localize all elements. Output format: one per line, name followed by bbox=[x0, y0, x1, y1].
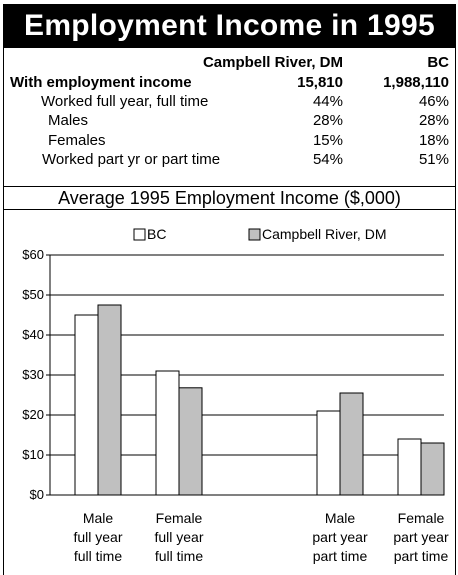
bc-value: 18% bbox=[418, 132, 449, 149]
row-label: With employment income bbox=[10, 74, 192, 91]
header-bc: BC bbox=[427, 54, 449, 71]
x-category-label: part time bbox=[394, 548, 449, 564]
row-label: Males bbox=[48, 112, 89, 129]
legend-swatch bbox=[133, 228, 146, 241]
campbell-river-value: 44% bbox=[312, 93, 343, 110]
x-category-label: Female bbox=[398, 510, 445, 526]
row-label: Worked full year, full time bbox=[41, 93, 209, 110]
legend-swatch bbox=[248, 228, 261, 241]
campbell-river-value: 15% bbox=[312, 132, 343, 149]
x-category-label: Male bbox=[83, 510, 114, 526]
legend-label: Campbell River, DM bbox=[262, 226, 386, 242]
header-campbell-river: Campbell River, DM bbox=[202, 54, 343, 71]
row-label: Worked part yr or part time bbox=[42, 151, 221, 168]
bar-campbell-river bbox=[97, 304, 122, 496]
bar-campbell-river bbox=[339, 392, 364, 496]
bar-campbell-river bbox=[420, 442, 445, 496]
x-category-label: Male bbox=[325, 510, 356, 526]
x-category-label: Female bbox=[156, 510, 203, 526]
x-category-label: full time bbox=[155, 548, 203, 564]
y-tick-label: $10 bbox=[22, 447, 44, 462]
bar-bc bbox=[397, 438, 422, 496]
campbell-river-value: 15,810 bbox=[297, 74, 343, 91]
bar-bc bbox=[74, 314, 99, 496]
x-category-label: part time bbox=[313, 548, 368, 564]
y-tick-label: $60 bbox=[22, 247, 44, 262]
campbell-river-value: 54% bbox=[312, 151, 343, 168]
table-row: Males 28% 28% bbox=[4, 112, 455, 134]
y-tick-label: $30 bbox=[22, 367, 44, 382]
campbell-river-value: 28% bbox=[312, 112, 343, 129]
x-category-label: full year bbox=[154, 529, 203, 545]
chart-subtitle: Average 1995 Employment Income ($,000) bbox=[3, 186, 456, 210]
y-tick-label: $50 bbox=[22, 287, 44, 302]
page-title: Employment Income in 1995 bbox=[3, 4, 456, 48]
y-tick-label: $0 bbox=[30, 487, 44, 502]
income-chart: $0 $10 $20 $30 $40 $50 $60 Male full year full ti… bbox=[3, 210, 456, 575]
bc-value: 1,988,110 bbox=[383, 74, 449, 91]
x-category-label: full time bbox=[74, 548, 122, 564]
income-table: Campbell River, DM BC With employment in… bbox=[3, 48, 456, 186]
x-category-label: part year bbox=[312, 529, 368, 545]
table-header-row: Campbell River, DM BC bbox=[4, 54, 455, 76]
table-row: Worked part yr or part time 54% 51% bbox=[4, 151, 455, 173]
bar-bc bbox=[155, 370, 180, 496]
legend-label: BC bbox=[147, 226, 166, 242]
bar-bc bbox=[316, 410, 341, 496]
table-row: Females 15% 18% bbox=[4, 132, 455, 154]
table-row: Worked full year, full time 44% 46% bbox=[4, 93, 455, 115]
bar-campbell-river bbox=[178, 387, 203, 496]
bc-value: 46% bbox=[418, 93, 449, 110]
bar-chart: $0 $10 $20 $30 $40 $50 $60 Male full year full ti… bbox=[22, 226, 449, 564]
table-row: With employment income 15,810 1,988,110 bbox=[4, 74, 455, 96]
y-tick-label: $20 bbox=[22, 407, 44, 422]
y-tick-label: $40 bbox=[22, 327, 44, 342]
row-label: Females bbox=[48, 132, 106, 149]
x-category-label: part year bbox=[393, 529, 449, 545]
bc-value: 51% bbox=[418, 151, 449, 168]
bc-value: 28% bbox=[418, 112, 449, 129]
x-category-label: full year bbox=[73, 529, 122, 545]
